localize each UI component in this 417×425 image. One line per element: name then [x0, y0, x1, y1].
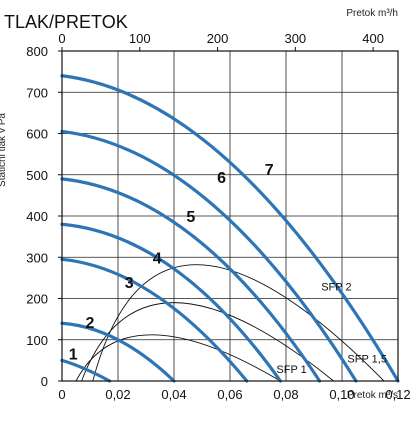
- tick-labels: 0 0,02 0,04 0,06 0,08 0,10 0,12010020030040050…: [26, 31, 410, 402]
- sfp-label: SFP 1,5: [347, 353, 387, 365]
- fan-curve-2: [60, 321, 176, 383]
- y-tick-label: 300: [26, 250, 48, 265]
- y-tick-label: 200: [26, 292, 48, 307]
- grid: [58, 47, 399, 382]
- x-tick-label: 0: [58, 387, 65, 402]
- x2-tick-label: 100: [129, 31, 151, 46]
- sfp-label: SFP 2: [321, 281, 351, 293]
- y-tick-label: 0: [41, 374, 48, 389]
- curve-label-2: 2: [86, 315, 95, 332]
- x-tick-label: 0,12: [385, 387, 410, 402]
- curve-label-7: 7: [265, 162, 274, 179]
- y-tick-label: 400: [26, 209, 48, 224]
- y-axis-label: Statični tlak v Pa: [0, 113, 8, 187]
- fan-curve-5: [60, 177, 322, 383]
- curve-label-5: 5: [186, 209, 195, 226]
- x2-tick-label: 300: [284, 31, 306, 46]
- y-tick-label: 600: [26, 127, 48, 142]
- fan-curve-3: [60, 257, 249, 383]
- curve-label-1: 1: [69, 347, 78, 364]
- y-tick-label: 500: [26, 168, 48, 183]
- fan-curve-6: [60, 129, 358, 383]
- y-tick-label: 700: [26, 85, 48, 100]
- sfp-curve: [81, 302, 334, 382]
- x2-tick-label: 0: [58, 31, 65, 46]
- sfp-curves: [75, 264, 385, 382]
- fan-curves: [60, 74, 400, 383]
- curve-label-4: 4: [153, 250, 162, 267]
- curve-labels: 12 3 4 5 6 7 SFP 2 SFP 1,5 SFP 1: [69, 162, 387, 376]
- x-tick-label: 0,10: [329, 387, 354, 402]
- y-tick-label: 100: [26, 333, 48, 348]
- x-tick-label: 0,04: [161, 387, 186, 402]
- sfp-curve: [92, 264, 385, 382]
- x-tick-label: 0,02: [105, 387, 130, 402]
- fan-curve-1: [60, 358, 112, 383]
- x-tick-label: 0,08: [273, 387, 298, 402]
- bottom-axis-label: Pretok m³/s: [347, 390, 398, 401]
- y-tick-label: 800: [26, 44, 48, 59]
- fan-curve-4: [60, 222, 282, 383]
- x2-tick-label: 200: [207, 31, 229, 46]
- top-axis-label: Pretok m³/h: [346, 8, 398, 19]
- x-tick-label: 0,06: [217, 387, 242, 402]
- plot-frame: [61, 50, 399, 382]
- curve-label-3: 3: [125, 275, 134, 292]
- curve-label-6: 6: [217, 170, 226, 187]
- fan-curve-7: [60, 74, 400, 383]
- chart-title: TLAK/PRETOK: [4, 12, 128, 32]
- sfp-label: SFP 1: [276, 364, 306, 376]
- x2-tick-label: 400: [362, 31, 384, 46]
